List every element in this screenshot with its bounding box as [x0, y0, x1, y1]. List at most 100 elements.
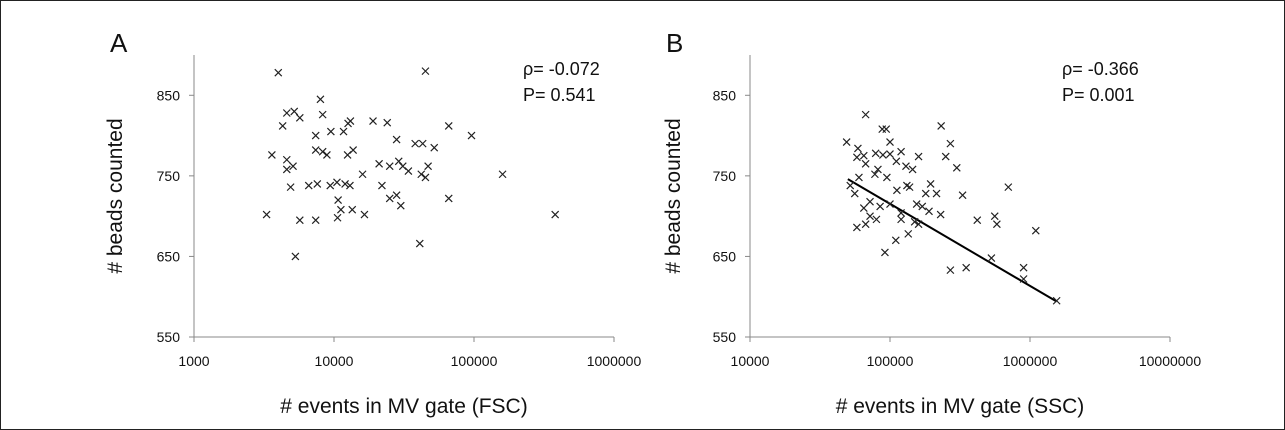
panel-b-data-point — [987, 254, 996, 262]
panel-a-data-point — [349, 146, 358, 154]
panel-b-data-point — [936, 210, 945, 219]
panel-b-x-tick-label: 100000 — [867, 353, 914, 369]
panel-b-stat-line: P= 0.001 — [1062, 85, 1135, 105]
panel-a-data-point — [291, 252, 300, 261]
panel-a-data-point — [346, 181, 354, 190]
panel-a-data-point — [358, 170, 367, 179]
panel-a-data-point — [421, 67, 430, 76]
panel-b-y-tick-label: 550 — [713, 329, 737, 345]
panel-a-data-point — [348, 205, 357, 214]
panel-a-data-point — [341, 179, 350, 188]
panel-a-x-tick-label: 1000 — [178, 353, 209, 369]
panel-b-y-axis-title: # beads counted — [662, 118, 685, 273]
panel-a-data-point — [286, 183, 295, 192]
panel-b-data-point — [852, 153, 861, 162]
panel-b-data-point — [878, 125, 887, 134]
panel-b-data-point — [892, 157, 901, 166]
panel-a-data-point — [282, 155, 291, 164]
panel-b-y-tick-label: 650 — [713, 248, 737, 264]
panel-a-data-point — [421, 173, 430, 182]
panel-b-data-point — [874, 165, 882, 174]
panel-a-data-point — [295, 216, 304, 225]
panel-b-data-point — [921, 189, 930, 198]
panel-b-data-point — [842, 138, 851, 146]
panel-a-data-point — [274, 68, 283, 77]
panel-a-data-point — [369, 117, 377, 125]
panel-a-x-axis-title: # events in MV gate (FSC) — [280, 395, 527, 418]
panel-b-data-point — [925, 207, 933, 216]
panel-a-data-point — [262, 210, 271, 219]
panel-b-data-point — [886, 150, 894, 159]
panel-a-data-point — [311, 131, 320, 140]
panel-a-data-point — [333, 178, 341, 187]
panel-b-data-point — [904, 229, 913, 238]
panel-b-data-point — [891, 236, 900, 245]
panel-b-trendline — [847, 178, 1058, 303]
panel-a-x-tick-label: 100000 — [451, 353, 498, 369]
panel-b-data-point — [1019, 263, 1028, 272]
panel-b-data-point — [892, 186, 901, 195]
panel-b-stat-line: ρ= -0.366 — [1062, 59, 1139, 79]
panel-a-data-point — [404, 167, 413, 175]
panel-b-data-point — [872, 215, 881, 224]
panel-b-data-point — [952, 163, 961, 172]
panel-a-data-point — [392, 191, 401, 200]
panel-b-data-point — [946, 266, 955, 275]
panel-b-data-point — [941, 152, 950, 161]
panel-b-data-point — [897, 147, 906, 156]
panel-b-data-point — [1031, 226, 1040, 235]
panel-a-data-point — [311, 146, 320, 154]
panel-a-data-point — [304, 181, 313, 190]
panel-b-data-point — [902, 162, 910, 171]
panel-a-data-point — [444, 121, 453, 130]
panel-b-data-point — [882, 173, 891, 182]
panel-a-y-tick-label: 550 — [157, 329, 181, 345]
panel-a-x-tick-label: 1000000 — [587, 353, 642, 369]
panel-a-label: A — [110, 28, 128, 58]
panel-b-data-point — [897, 208, 906, 217]
panel-b-data-point — [905, 183, 914, 192]
panel-a-data-point — [396, 201, 405, 210]
panel-b-data-point — [908, 165, 917, 174]
panel-a-data-point — [467, 131, 476, 140]
panel-b-data-point — [855, 173, 863, 182]
panel-b-data-point — [1052, 296, 1061, 305]
panel-a-data-point — [278, 121, 287, 130]
panel-a-data-point — [417, 170, 426, 179]
panel-b-data-point — [882, 125, 891, 134]
panel-b-x-tick-label: 10000000 — [1139, 353, 1202, 369]
panel-a-data-point — [385, 194, 394, 203]
panel-a-data-point — [336, 205, 345, 214]
panel-a-stat-line: ρ= -0.072 — [523, 59, 600, 79]
panel-b-data-point — [866, 212, 874, 221]
panel-b-data-point — [937, 121, 946, 130]
panel-a-data-point — [313, 179, 322, 188]
panel-b-data-point — [886, 138, 894, 146]
panel-a-y-tick-label: 650 — [157, 248, 181, 264]
panel-a-data-point — [326, 181, 335, 190]
panel-b-data-point — [871, 149, 880, 158]
panel-a-data-point — [385, 162, 394, 171]
panel-a-data-point — [551, 210, 560, 219]
panel-a-data-point — [430, 143, 439, 152]
panel-b-data-point — [861, 110, 870, 119]
panel-a-y-tick-label: 850 — [157, 87, 181, 103]
panel-a-data-point — [326, 127, 335, 136]
panel-b-x-axis-title: # events in MV gate (SSC) — [836, 395, 1085, 418]
panel-a-data-point — [360, 210, 369, 219]
panel-a-data-point — [333, 213, 342, 222]
panel-a-stat-line: P= 0.541 — [523, 85, 596, 105]
panel-b-label: B — [666, 28, 683, 58]
panel-b-data-point — [990, 212, 999, 221]
panel-b-data-point — [878, 150, 887, 159]
panel-a-data-point — [322, 150, 331, 159]
panel-b-data-point — [932, 189, 941, 198]
panel-a-data-point — [289, 162, 297, 171]
panel-a-data-point — [346, 117, 355, 125]
panel-b-data-point — [918, 202, 927, 211]
panel-b-data-point — [1004, 183, 1013, 192]
panel-a-data-point — [290, 107, 299, 116]
panel-b-data-point — [861, 220, 870, 229]
